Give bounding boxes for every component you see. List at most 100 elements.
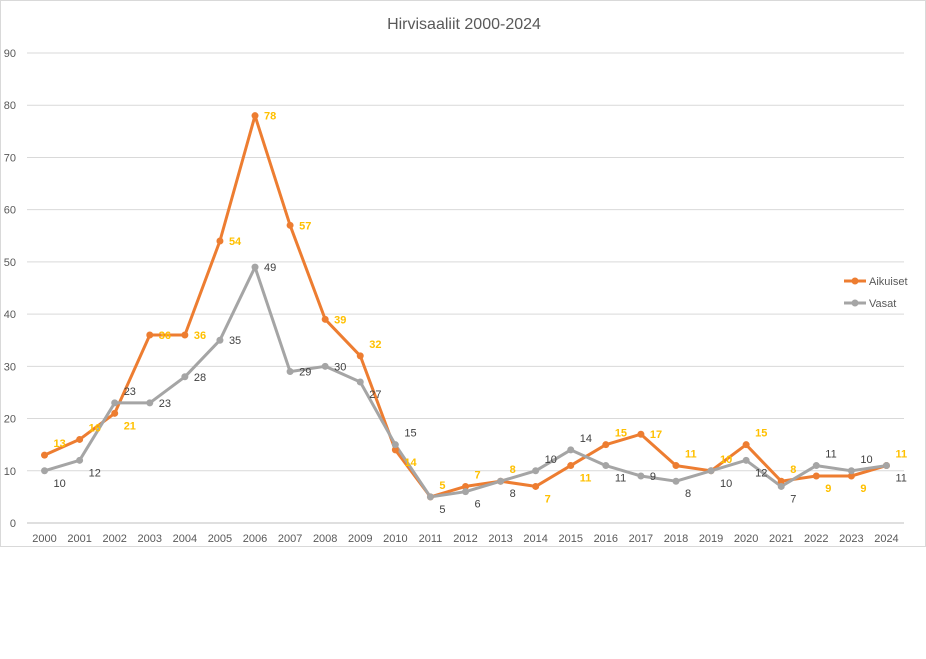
data-label-aikuiset: 5: [439, 480, 445, 492]
data-label-vasat: 49: [264, 262, 276, 274]
data-label-aikuiset: 7: [545, 493, 551, 505]
x-tick-label: 2016: [594, 533, 618, 545]
x-tick-label: 2011: [419, 533, 443, 545]
data-label-aikuiset: 21: [124, 420, 136, 432]
data-label-aikuiset: 8: [510, 464, 516, 476]
data-label-vasat: 23: [159, 398, 171, 410]
data-point-vasat: [742, 456, 750, 464]
data-point-aikuiset: [602, 441, 610, 449]
data-label-aikuiset: 8: [790, 464, 796, 476]
data-label-vasat: 27: [369, 389, 381, 401]
y-tick-label: 70: [4, 152, 16, 164]
data-label-vasat: 8: [510, 488, 516, 500]
legend-label-vasat: Vasat: [869, 298, 896, 310]
data-point-aikuiset: [847, 472, 855, 480]
series-line-vasat: [43, 265, 888, 499]
y-tick-label: 60: [4, 205, 16, 217]
data-label-vasat: 10: [545, 454, 557, 466]
x-tick-label: 2019: [699, 533, 723, 545]
y-axis-ticks: 0 10 20 30 40 50 60 70 80 90: [4, 48, 16, 530]
data-label-aikuiset: 32: [369, 339, 381, 351]
chart-frame: Hirvisaaliit 2000-2024 0 10 20 30 40 50 60 70 80…: [0, 0, 926, 547]
legend-label-aikuiset: Aikuiset: [869, 276, 908, 288]
series-line-aikuiset: [43, 114, 888, 499]
data-point-aikuiset: [532, 482, 540, 490]
x-axis-ticks: 2000 2001 2002 2003 2004 2005 2006 2007 2008 2009…: [32, 533, 898, 545]
data-point-aikuiset: [637, 430, 645, 438]
data-point-vasat: [567, 446, 575, 454]
data-label-aikuiset: 14: [404, 457, 417, 469]
data-point-aikuiset: [251, 112, 259, 120]
data-label-vasat: 9: [650, 471, 656, 483]
data-label-aikuiset: 9: [860, 483, 866, 495]
x-tick-label: 2000: [32, 533, 56, 545]
data-label-aikuiset: 16: [89, 422, 101, 434]
data-label-vasat: 23: [124, 386, 136, 398]
data-point-vasat: [602, 462, 610, 470]
data-label-vasat: 35: [229, 335, 241, 347]
data-point-vasat: [847, 467, 855, 475]
data-point-aikuiset: [216, 237, 224, 245]
data-point-aikuiset: [146, 331, 154, 339]
x-tick-label: 2018: [664, 533, 688, 545]
data-point-aikuiset: [777, 477, 785, 485]
x-tick-label: 2014: [523, 533, 547, 545]
data-point-aikuiset: [356, 352, 364, 360]
x-tick-label: 2006: [243, 533, 267, 545]
data-label-aikuiset: 9: [825, 483, 831, 495]
data-point-vasat: [181, 373, 189, 381]
data-point-vasat: [426, 493, 434, 501]
data-point-aikuiset: [76, 435, 84, 443]
data-label-aikuiset: 57: [299, 220, 311, 232]
data-point-aikuiset: [286, 221, 294, 229]
y-tick-label: 90: [4, 48, 16, 60]
data-label-vasat: 6: [475, 499, 481, 511]
chart-title: Hirvisaaliit 2000-2024: [387, 16, 541, 33]
data-label-aikuiset: 39: [334, 314, 346, 326]
data-point-vasat: [391, 441, 399, 449]
x-tick-label: 2012: [453, 533, 477, 545]
data-point-vasat: [286, 368, 294, 376]
data-point-aikuiset: [567, 462, 575, 470]
y-tick-label: 10: [4, 466, 16, 478]
data-label-vasat: 30: [334, 361, 346, 373]
data-point-vasat: [216, 336, 224, 344]
data-label-vasat: 10: [860, 454, 872, 466]
x-tick-label: 2021: [769, 533, 793, 545]
data-point-vasat: [882, 462, 890, 470]
data-label-aikuiset: 11: [685, 449, 697, 461]
x-tick-label: 2022: [804, 533, 828, 545]
data-label-vasat: 5: [439, 504, 445, 516]
data-label-vasat: 14: [580, 433, 592, 445]
y-tick-label: 40: [4, 309, 16, 321]
data-point-vasat: [321, 362, 329, 370]
x-tick-label: 2003: [138, 533, 162, 545]
data-point-vasat: [637, 472, 645, 480]
data-label-vasat: 29: [299, 367, 311, 379]
data-point-vasat: [76, 456, 84, 464]
x-tick-label: 2020: [734, 533, 758, 545]
data-label-aikuiset: 11: [580, 473, 592, 485]
data-point-vasat: [672, 477, 680, 485]
data-label-vasat: 11: [825, 449, 836, 461]
data-label-vasat: 8: [685, 488, 691, 500]
x-tick-label: 2008: [313, 533, 337, 545]
data-point-aikuiset: [672, 462, 680, 470]
x-tick-label: 2004: [173, 533, 197, 545]
data-point-vasat: [462, 488, 469, 496]
y-tick-label: 50: [4, 257, 16, 269]
data-point-vasat: [111, 399, 119, 407]
data-label-vasat: 10: [54, 478, 66, 490]
data-label-vasat: 12: [89, 467, 101, 479]
data-point-vasat: [777, 482, 785, 490]
x-tick-label: 2023: [839, 533, 863, 545]
data-label-vasat: 11: [895, 473, 906, 485]
x-tick-label: 2015: [558, 533, 582, 545]
y-tick-label: 80: [4, 100, 16, 112]
data-label-vasat: 10: [720, 478, 732, 490]
data-point-vasat: [707, 467, 715, 475]
data-label-aikuiset: 36: [159, 330, 171, 342]
series-lines: [41, 112, 890, 501]
data-point-vasat: [812, 462, 820, 470]
